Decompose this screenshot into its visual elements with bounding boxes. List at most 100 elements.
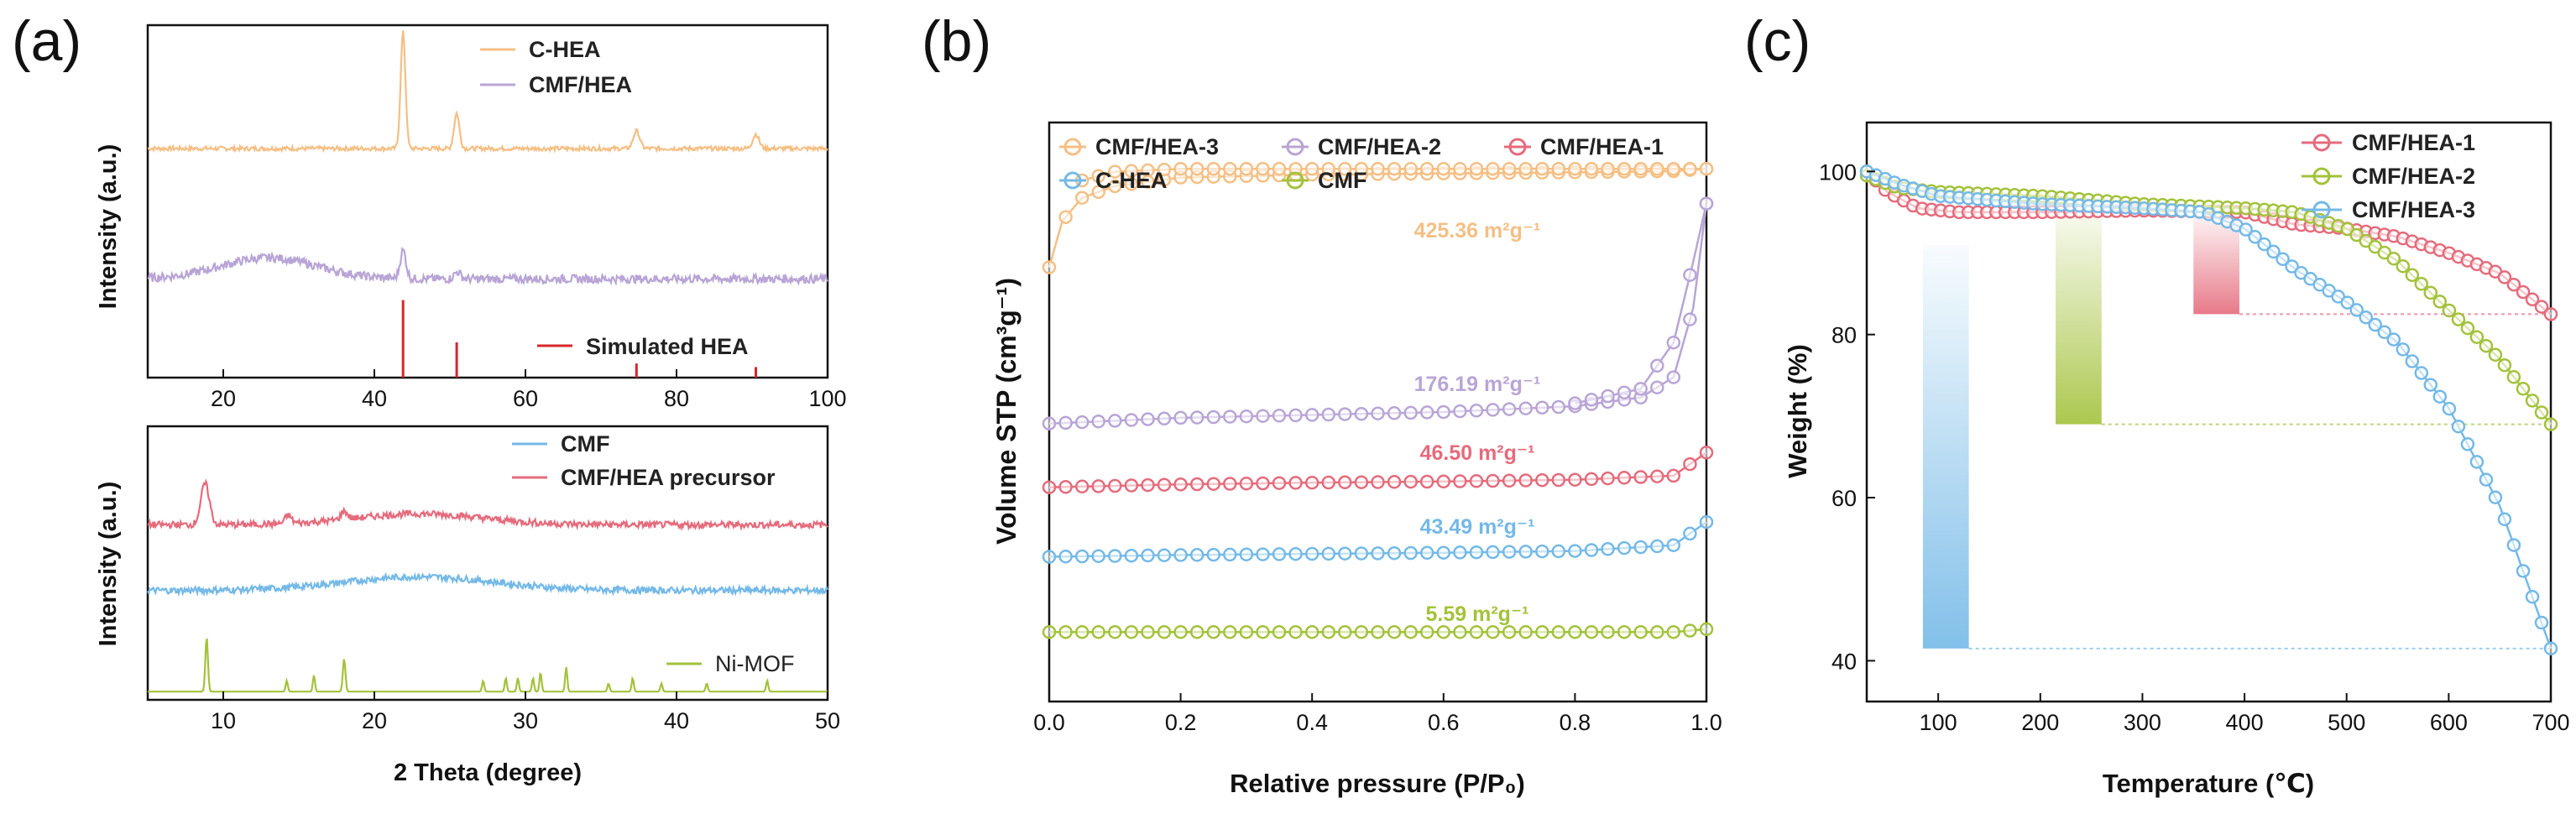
- point-cmf-hea-2: [1223, 410, 1237, 424]
- point-c-hea: [1189, 548, 1204, 562]
- point-cmf-hea-3: [2405, 354, 2420, 368]
- point-cmf-hea-3: [1338, 161, 1352, 176]
- point-cmf-hea-1: [1173, 477, 1188, 492]
- point-cmf-hea-3: [2285, 259, 2299, 274]
- point-cmf-hea-2: [2525, 394, 2540, 408]
- point-c-hea: [1584, 543, 1599, 557]
- point-cmf-hea-2: [1371, 406, 1385, 420]
- y-tick-label: 80: [1831, 323, 1857, 348]
- point-cmf-hea-3: [1124, 164, 1139, 179]
- point-cmf-hea-1: [1633, 470, 1648, 484]
- point-cmf-hea-3: [2488, 490, 2503, 504]
- point-cmf-hea-3: [1453, 161, 1467, 176]
- point-cmf-hea-1: [2525, 292, 2540, 307]
- x-tick-label: 60: [513, 386, 538, 411]
- point-cmf-hea-2: [2543, 417, 2558, 431]
- point-cmf-hea-2: [1256, 409, 1270, 423]
- point-cmf-hea-2: [1058, 415, 1073, 430]
- point-cmf-hea-3: [1535, 161, 1549, 176]
- point-cmf-hea-2: [1173, 410, 1188, 425]
- legend-label-cmf-hea-1: CMF/HEA-1: [1540, 134, 1664, 159]
- point-c-hea: [1272, 547, 1287, 561]
- point-cmf-hea-1: [1321, 475, 1336, 490]
- point-c-hea: [1617, 540, 1632, 556]
- point-cmf-hea-2: [1239, 409, 1254, 424]
- point-cmf-hea-3: [1601, 161, 1615, 176]
- point-c-hea: [1239, 547, 1254, 561]
- point-cmf-hea-1: [1124, 478, 1139, 493]
- y-axis-title: Intensity (a.u.): [95, 144, 122, 310]
- point-c-hea: [1436, 545, 1451, 560]
- point-cmf-hea-1: [1157, 477, 1172, 492]
- point-c-hea: [1502, 545, 1517, 559]
- point-c-hea: [1354, 546, 1369, 561]
- point-cmf: [1304, 624, 1319, 639]
- point-cmf-hea-3: [2516, 564, 2531, 578]
- x-tick-label: 20: [211, 386, 236, 411]
- point-cmf: [1272, 624, 1287, 639]
- point-c-hea: [1371, 546, 1385, 561]
- point-cmf-hea-1: [1371, 475, 1385, 489]
- legend-marker-cmf: [1286, 171, 1304, 190]
- point-cmf: [1584, 624, 1599, 639]
- point-c-hea: [1486, 545, 1500, 560]
- point-cmf: [1321, 624, 1336, 639]
- point-c-hea: [1124, 548, 1139, 563]
- panel-label-c: (c): [1744, 9, 1811, 73]
- x-tick-label: 200: [2021, 710, 2059, 735]
- point-cmf-hea-1: [1189, 477, 1204, 492]
- point-c-hea: [1058, 549, 1073, 564]
- point-c-hea: [1535, 544, 1549, 559]
- y-axis-title: Volume STP (cm³g⁻¹): [991, 278, 1022, 545]
- point-cmf-hea-3: [1288, 161, 1303, 176]
- point-cmf-hea-1: [1699, 446, 1714, 460]
- point-cmf: [1371, 624, 1385, 639]
- point-cmf-hea-1: [1288, 476, 1303, 490]
- x-tick-label: 40: [664, 708, 689, 733]
- point-cmf: [1419, 624, 1434, 639]
- point-cmf-hea-3: [2386, 332, 2401, 347]
- legend-label-simulated-hea: Simulated HEA: [586, 334, 749, 359]
- point-cmf-hea-1: [1074, 479, 1089, 494]
- point-cmf-hea-2: [2479, 338, 2494, 353]
- point-cmf-hea-2: [1683, 268, 1697, 282]
- point-cmf-hea-2: [1354, 406, 1369, 421]
- point-c-hea: [1568, 544, 1582, 558]
- point-c-hea: [1256, 547, 1270, 561]
- point-c-hea: [1206, 547, 1221, 562]
- panel-label-a: (a): [12, 9, 81, 73]
- point-cmf-hea-2: [2414, 277, 2429, 291]
- point-cmf-hea-2: [1387, 406, 1402, 420]
- point-cmf: [1141, 624, 1155, 639]
- point-cmf-hea-1: [1518, 473, 1533, 488]
- point-cmf-hea-2: [1568, 396, 1582, 410]
- point-cmf-hea-3: [1486, 161, 1500, 176]
- point-cmf: [1354, 624, 1369, 639]
- point-cmf-hea-3: [2506, 538, 2521, 552]
- point-cmf-hea-3: [1436, 161, 1451, 176]
- legend-marker-cmf-hea-3: [1063, 138, 1082, 156]
- point-c-hea: [1157, 548, 1172, 562]
- point-cmf-hea-2: [2497, 357, 2512, 373]
- point-cmf-hea-3: [2276, 252, 2290, 266]
- panel-label-b: (b): [922, 9, 991, 73]
- point-cmf: [1666, 624, 1681, 639]
- point-cmf-hea-3: [1108, 179, 1122, 194]
- point-cmf: [1387, 624, 1402, 639]
- point-cmf: [1239, 624, 1254, 639]
- point-cmf: [1157, 624, 1172, 639]
- point-cmf-hea-1: [1535, 472, 1549, 488]
- legend-label-cmf: CMF: [1318, 168, 1366, 193]
- point-cmf-hea-3: [2377, 325, 2392, 340]
- point-cmf-hea-3: [2340, 295, 2354, 310]
- point-cmf: [1223, 624, 1237, 639]
- point-cmf-hea-3: [2543, 641, 2558, 656]
- point-cmf-hea-1: [1403, 474, 1418, 489]
- point-cmf-hea-2: [1666, 335, 1681, 350]
- point-cmf-hea-2: [1338, 407, 1352, 421]
- weight-loss-bar: [1922, 244, 1969, 649]
- point-cmf-hea-3: [2257, 237, 2271, 252]
- point-cmf-hea-1: [1568, 472, 1582, 487]
- point-c-hea: [1699, 514, 1714, 529]
